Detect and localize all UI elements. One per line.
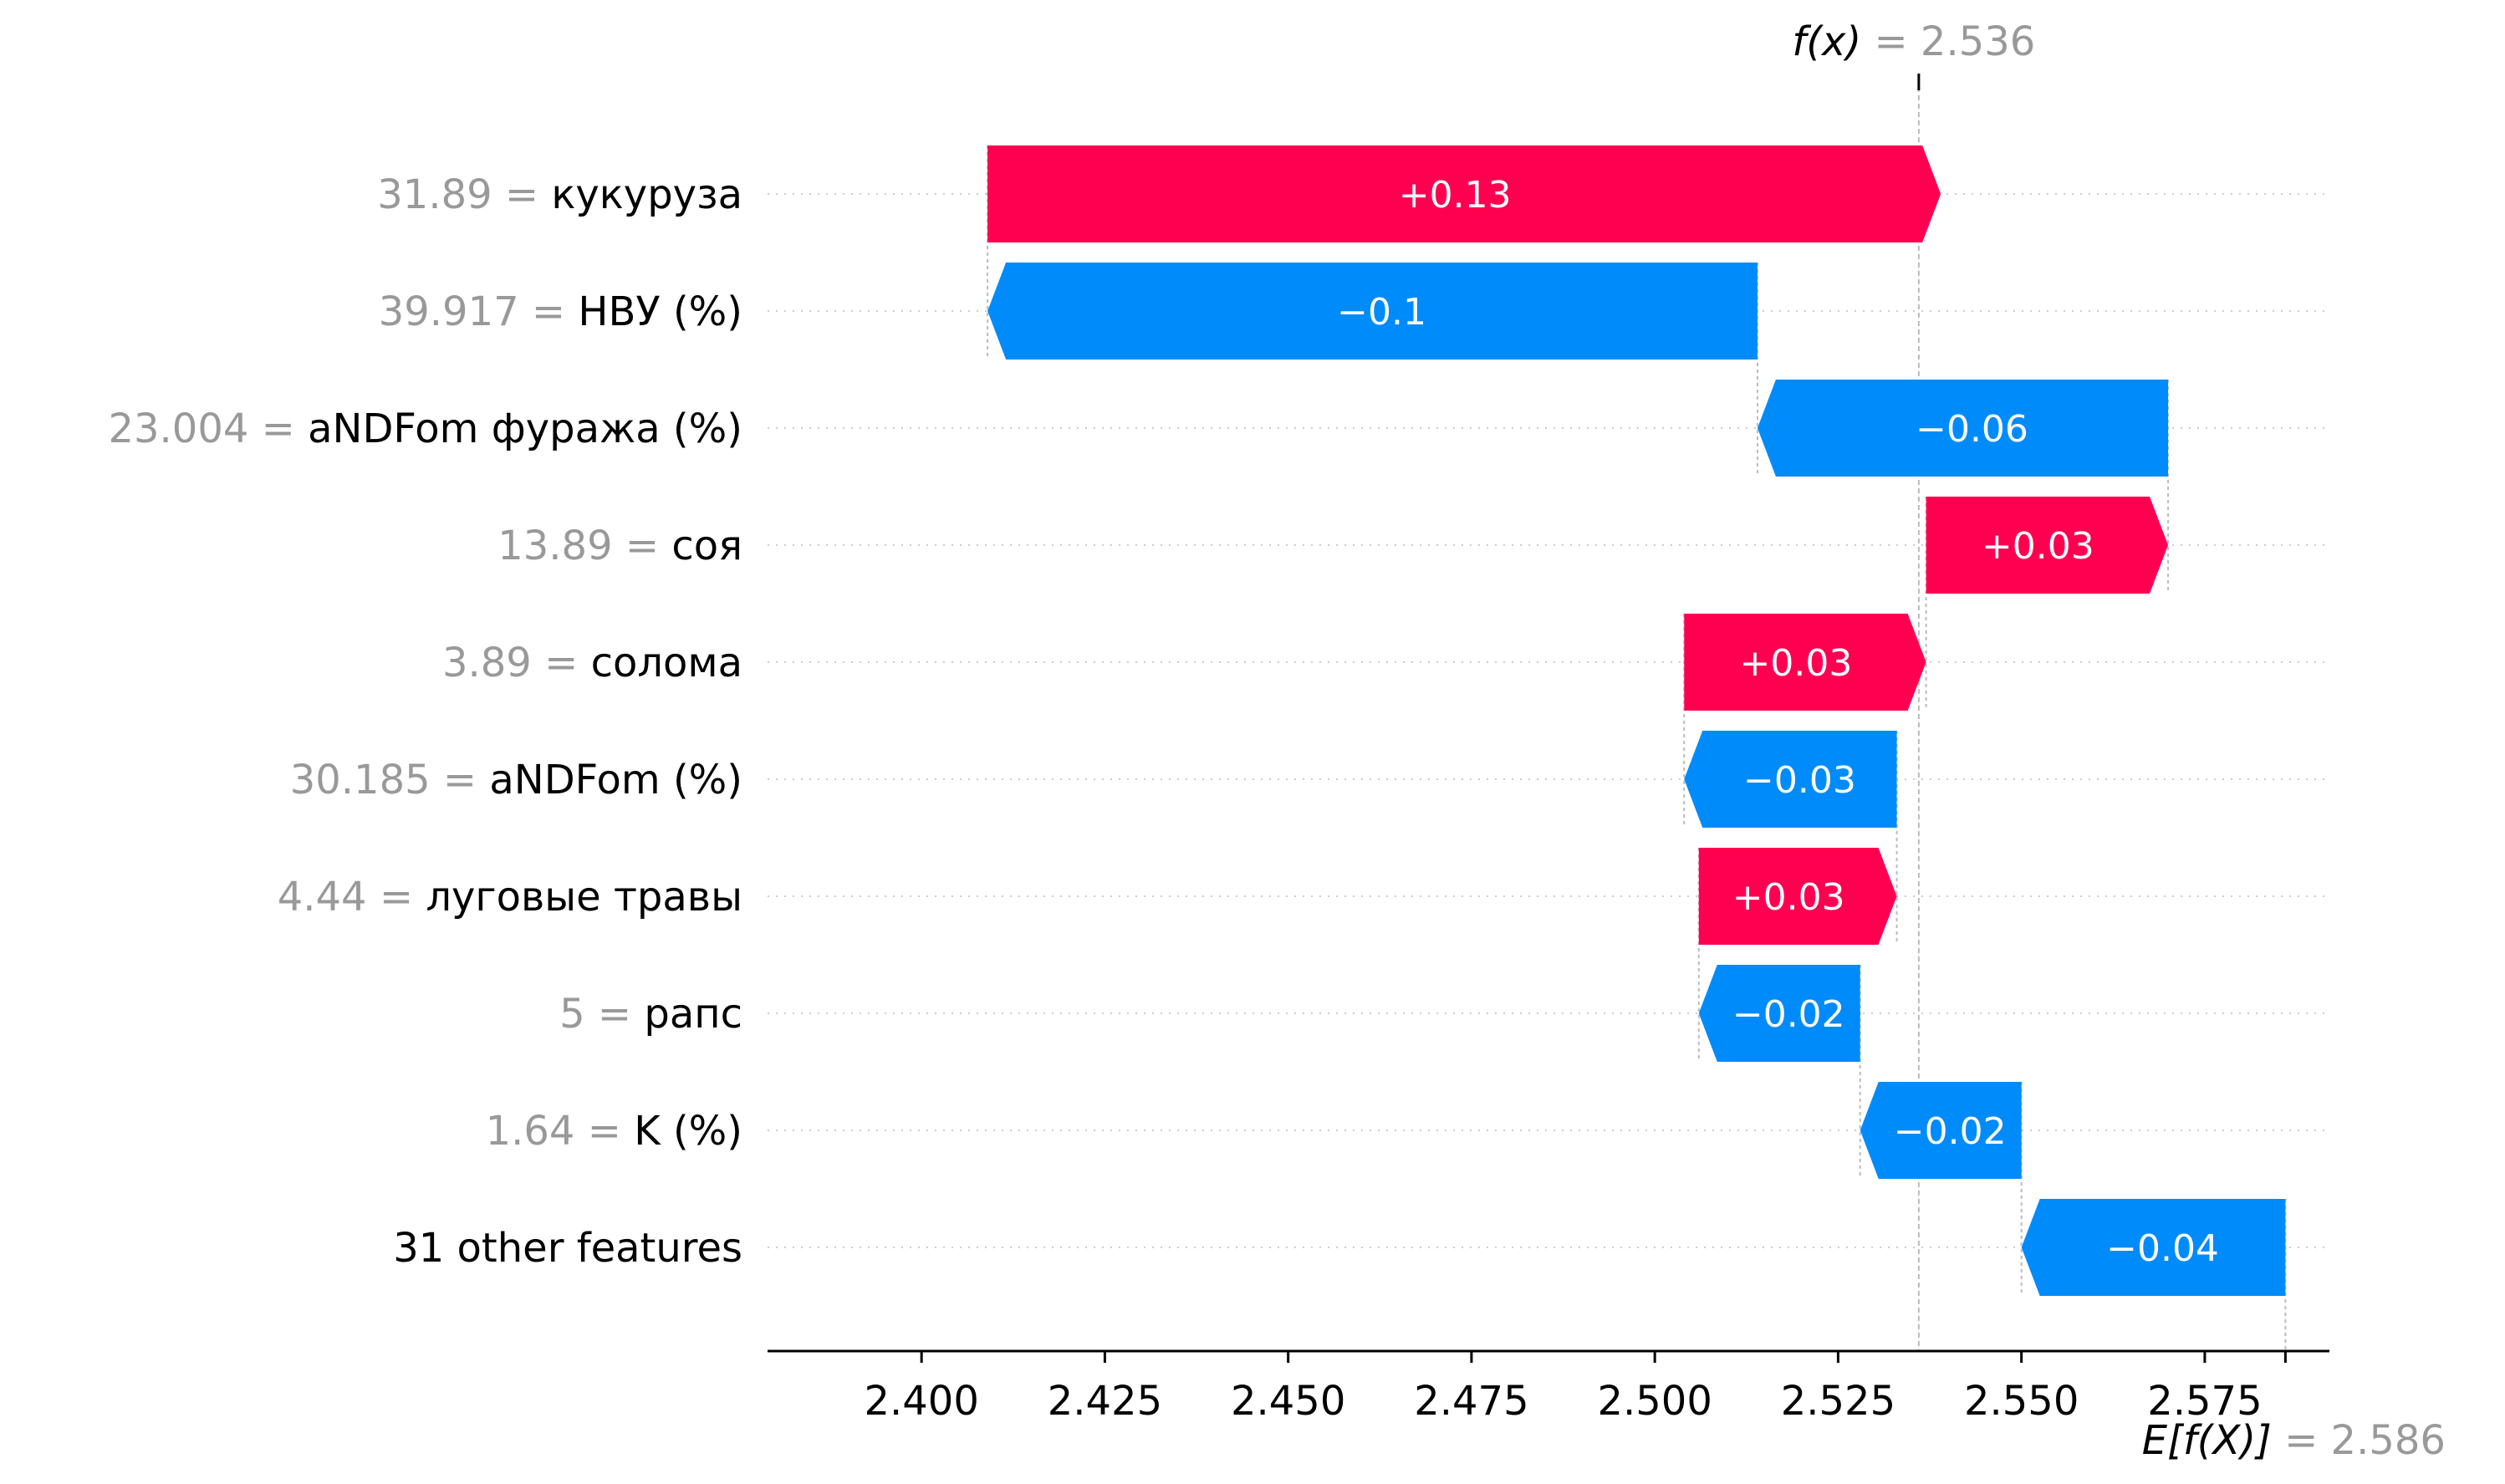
feature-value: 23.004 = — [108, 405, 308, 452]
feature-value: 4.44 = — [278, 874, 426, 920]
feature-name: НВУ (%) — [578, 288, 742, 335]
bar-value-label: −0.02 — [1732, 993, 1845, 1036]
feature-label: 30.185 = aNDFom (%) — [290, 757, 742, 803]
x-tick-label: 2.575 — [2147, 1378, 2262, 1425]
base-value-number: = 2.586 — [2284, 1417, 2446, 1464]
feature-label: 23.004 = aNDFom фуража (%) — [108, 405, 742, 452]
positive-bar — [1926, 497, 2169, 594]
feature-value: 31.89 = — [377, 171, 551, 218]
x-tick-label: 2.400 — [864, 1378, 978, 1425]
feature-name: aNDFom (%) — [489, 757, 742, 803]
feature-label: 13.89 = соя — [497, 523, 742, 569]
positive-bar — [1698, 848, 1897, 945]
bar-value-label: −0.02 — [1894, 1110, 2007, 1153]
negative-bar — [2021, 1199, 2286, 1296]
feature-label: 3.89 = солома — [442, 640, 742, 686]
x-tick-label: 2.500 — [1597, 1378, 1712, 1425]
feature-label: 4.44 = луговые травы — [278, 874, 742, 920]
base-value-label: E[f(X)] — [2142, 1417, 2284, 1464]
feature-value: 1.64 = — [486, 1108, 635, 1155]
contribution-bars: +0.13 −0.1 −0.06 +0.03 +0.03 −0.03 +0.03 −0.02 −… — [987, 145, 2286, 1296]
feature-name: 31 other features — [393, 1225, 742, 1272]
feature-value: 5 = — [559, 991, 644, 1038]
feature-labels: 31.89 = кукуруза 39.917 = НВУ (%) 23.004 =… — [108, 171, 742, 1272]
bar-value-label: −0.03 — [1743, 759, 1856, 802]
feature-value: 30.185 = — [290, 757, 490, 803]
x-axis: 2.400 2.425 2.450 2.475 2.500 2.525 2.550 2.575 — [768, 1349, 2329, 1425]
bar-value-label: −0.04 — [2106, 1227, 2219, 1270]
positive-bar — [1684, 614, 1926, 711]
bar-value-label: −0.06 — [1916, 408, 2028, 451]
feature-name: K (%) — [634, 1108, 742, 1155]
negative-bar — [1757, 380, 2169, 477]
x-tick-label: 2.475 — [1414, 1378, 1528, 1425]
final-value-number: = 2.536 — [1874, 18, 2035, 65]
bar-value-label: +0.03 — [1732, 876, 1845, 919]
feature-name: луговые травы — [426, 874, 742, 920]
feature-name: рапс — [644, 991, 742, 1038]
x-tick-label: 2.425 — [1048, 1378, 1162, 1425]
x-tick-label: 2.450 — [1231, 1378, 1345, 1425]
feature-name: кукуруза — [551, 171, 742, 218]
feature-value: 3.89 = — [442, 640, 591, 686]
feature-name: соя — [671, 523, 742, 569]
bar-value-label: −0.1 — [1337, 291, 1426, 334]
x-tick-label: 2.550 — [1964, 1378, 2079, 1425]
bar-value-label: +0.03 — [1740, 642, 1853, 685]
feature-label: 5 = рапс — [559, 991, 742, 1038]
positive-bar — [987, 145, 1941, 242]
final-value-annotation: f(x) = 2.536 — [1792, 18, 2035, 65]
feature-label: 31.89 = кукуруза — [377, 171, 742, 218]
bar-value-label: +0.03 — [1982, 525, 2094, 568]
bar-value-label: +0.13 — [1399, 174, 1512, 217]
final-value-label: f(x) — [1792, 18, 1874, 65]
negative-bar — [987, 263, 1758, 360]
base-value-annotation: E[f(X)] = 2.586 — [2142, 1417, 2446, 1464]
negative-bar — [1860, 1082, 2022, 1179]
feature-name: aNDFom фуража (%) — [308, 405, 742, 452]
feature-value: 39.917 = — [379, 288, 579, 335]
feature-label: 1.64 = K (%) — [486, 1108, 742, 1155]
feature-value: 13.89 = — [497, 523, 671, 569]
negative-bar — [1698, 965, 1860, 1062]
feature-name: солома — [591, 640, 742, 686]
feature-label: 39.917 = НВУ (%) — [379, 288, 742, 335]
negative-bar — [1684, 731, 1897, 828]
value-annotations: f(x) = 2.536 E[f(X)] = 2.586 — [1792, 18, 2446, 1464]
x-tick-label: 2.525 — [1781, 1378, 1895, 1425]
feature-label: 31 other features — [393, 1225, 742, 1272]
